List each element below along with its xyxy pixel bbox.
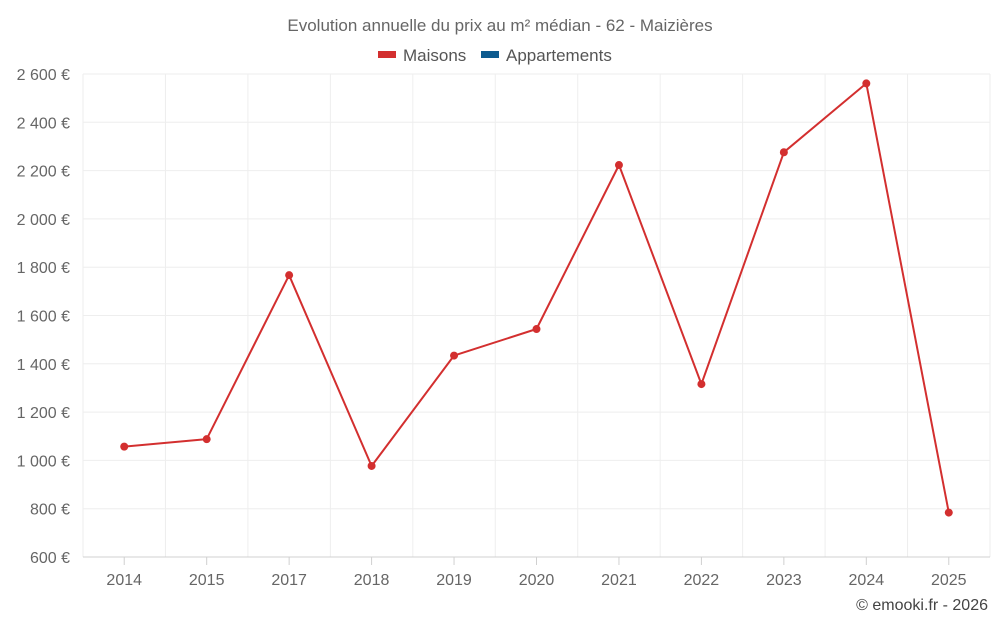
- y-tick-label: 2 200 €: [17, 164, 70, 181]
- x-axis: 2014 2015 2017 2018 2019 2020 2021 2022 2023 2024…: [83, 556, 990, 589]
- y-tick-label: 1 000 €: [17, 453, 70, 470]
- series-layer: [120, 79, 953, 517]
- data-point[interactable]: [614, 161, 623, 170]
- x-tick-label: 2014: [106, 572, 142, 589]
- x-tick-label: 2023: [766, 572, 802, 589]
- x-tick-label: 2019: [436, 572, 472, 589]
- data-point[interactable]: [779, 148, 788, 157]
- grid: [82, 73, 991, 558]
- x-tick-label: 2017: [271, 572, 307, 589]
- data-point[interactable]: [532, 325, 541, 334]
- y-tick-label: 1 600 €: [17, 309, 70, 326]
- legend: Maisons Appartements: [378, 46, 612, 65]
- data-point[interactable]: [285, 271, 294, 280]
- x-tick-label: 2020: [519, 572, 555, 589]
- y-tick-label: 1 400 €: [17, 357, 70, 374]
- data-point[interactable]: [697, 380, 706, 389]
- x-tick-label: 2024: [849, 572, 885, 589]
- x-tick-label: 2018: [354, 572, 390, 589]
- legend-item-maisons[interactable]: Maisons: [378, 46, 466, 65]
- data-point[interactable]: [862, 79, 871, 88]
- y-tick-label: 2 600 €: [17, 67, 70, 84]
- credit-text: © emooki.fr - 2026: [856, 597, 988, 614]
- x-tick-label: 2015: [189, 572, 225, 589]
- chart-title: Evolution annuelle du prix au m² médian …: [287, 16, 712, 35]
- y-tick-label: 1 200 €: [17, 405, 70, 422]
- y-axis: 600 € 800 € 1 000 € 1 200 € 1 400 € 1 600 € 1 …: [17, 67, 70, 567]
- y-tick-label: 800 €: [30, 502, 70, 519]
- data-point[interactable]: [120, 442, 129, 451]
- legend-label-maisons: Maisons: [403, 46, 466, 65]
- data-point[interactable]: [450, 351, 459, 360]
- x-tick-label: 2025: [931, 572, 967, 589]
- data-point[interactable]: [367, 461, 376, 470]
- legend-swatch-appartements: [481, 51, 499, 58]
- x-tick-label: 2022: [684, 572, 720, 589]
- y-tick-label: 2 000 €: [17, 212, 70, 229]
- x-tick-label: 2021: [601, 572, 637, 589]
- legend-label-appartements: Appartements: [506, 46, 612, 65]
- y-tick-label: 2 400 €: [17, 115, 70, 132]
- y-tick-label: 1 800 €: [17, 260, 70, 277]
- legend-swatch-maisons: [378, 51, 396, 58]
- legend-item-appartements[interactable]: Appartements: [481, 46, 612, 65]
- data-point[interactable]: [944, 508, 953, 517]
- y-tick-label: 600 €: [30, 550, 70, 567]
- data-point[interactable]: [202, 435, 211, 444]
